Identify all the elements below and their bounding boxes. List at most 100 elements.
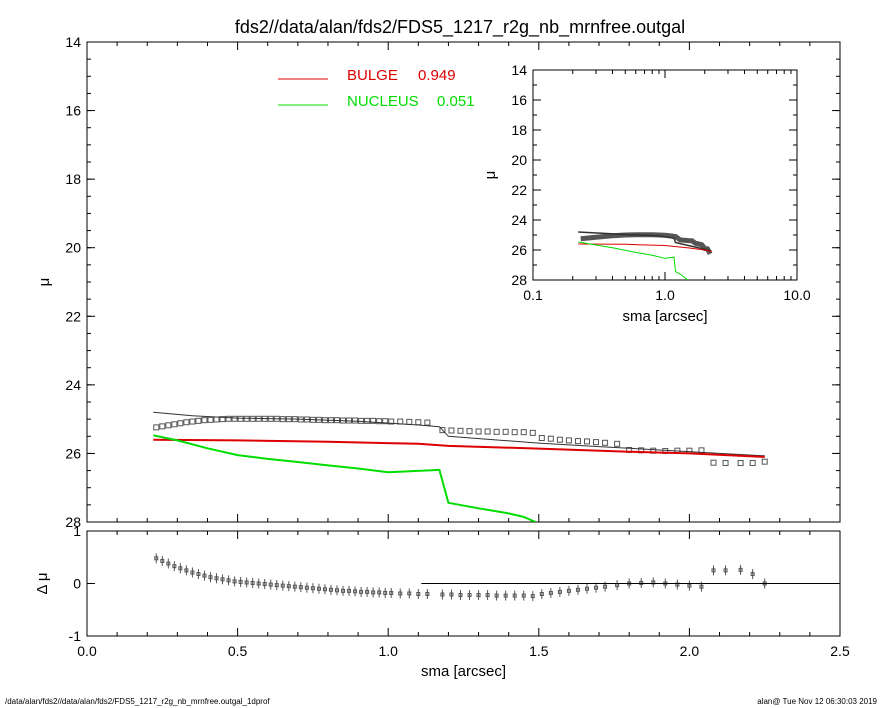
main-data-point [219, 416, 226, 423]
main-nucleus-line [153, 434, 537, 522]
main-data-point [547, 435, 554, 442]
resid-residual-point [738, 567, 743, 572]
resid-residual-point [334, 588, 339, 593]
footer-user-timestamp: alan@ Tue Nov 12 06:30:03 2019 [757, 697, 877, 706]
legend: BULGE 0.949 NUCLEUS 0.051 [278, 67, 475, 110]
main-data-point [457, 427, 464, 434]
legend-nucleus-value: 0.051 [437, 93, 475, 110]
resid-residual-point [377, 590, 382, 595]
resid-residual-point [485, 593, 490, 598]
resid-residual-point [548, 590, 553, 595]
main-data-point [165, 422, 172, 429]
main-data-point [237, 415, 244, 422]
main-data-point [376, 418, 383, 425]
main-data-point [243, 415, 250, 422]
main-data-point [565, 437, 572, 444]
resid-residual-point [154, 556, 159, 561]
inset-ytick-label-2: 18 [511, 122, 527, 138]
inset-model-line [578, 231, 712, 252]
resid-residual-point [347, 588, 352, 593]
main-data-point [583, 438, 590, 445]
resid-residual-point [232, 579, 237, 584]
inset-ytick-label-1: 16 [511, 92, 527, 108]
inset-bulge-line [578, 243, 712, 252]
main-data-point [593, 439, 600, 446]
main-data-point [614, 440, 621, 447]
resid-xtick-label-1: 0.5 [228, 643, 248, 659]
resid-residual-point [268, 582, 273, 587]
resid-residual-point [160, 558, 165, 563]
resid-residual-point [750, 572, 755, 577]
resid-residual-point [407, 591, 412, 596]
resid-residual-point [262, 582, 267, 587]
resid-residual-point [166, 561, 171, 566]
main-ytick-label-4: 22 [65, 308, 81, 324]
resid-residual-point [699, 584, 704, 589]
resid-residual-point [196, 572, 201, 577]
main-data-point [439, 427, 446, 434]
main-data-point [177, 420, 184, 427]
resid-residual-point [389, 590, 394, 595]
main-data-point [207, 416, 214, 423]
resid-residual-point [458, 593, 463, 598]
resid-residual-point [316, 586, 321, 591]
resid-ytick-label-1: 0 [73, 576, 81, 592]
resid-residual-point [304, 585, 309, 590]
legend-bulge-value: 0.949 [418, 67, 456, 84]
main-ytick-label-6: 26 [65, 445, 81, 461]
main-y-axis-label: μ [36, 278, 53, 287]
main-data-point [382, 418, 389, 425]
resid-y-axis-label: Δ μ [34, 572, 51, 594]
main-ytick-label-7: 28 [65, 514, 81, 530]
main-data-point [225, 415, 232, 422]
residual-panel: -1 0 1 0.0 0.5 1.0 1.5 2.0 2.5 sma [arcsec] Δ μ [34, 523, 850, 680]
inset-x-axis-label: sma [arcsec] [622, 308, 707, 325]
inset-ytick-label-6: 26 [511, 242, 527, 258]
resid-residual-point [425, 592, 430, 596]
main-data-point [201, 417, 208, 424]
resid-residual-point [178, 566, 183, 571]
main-model-line [153, 411, 765, 457]
inset-xtick-label-1: 1.0 [655, 287, 675, 303]
main-data-point [189, 418, 196, 425]
resid-residual-point [328, 587, 333, 592]
main-data-point [710, 459, 717, 466]
main-data-point [388, 418, 395, 425]
main-data-point [574, 438, 581, 445]
main-data-point [195, 417, 202, 424]
resid-residual-point [226, 578, 231, 583]
main-data-point [502, 428, 509, 435]
main-series [153, 411, 768, 522]
resid-residual-point [184, 568, 189, 573]
chart-title: fds2//data/alan/fds2/FDS5_1217_r2g_nb_mr… [235, 17, 685, 38]
inset-ytick-label-5: 24 [511, 212, 527, 228]
resid-residual-point [322, 587, 327, 592]
main-data-point [213, 416, 220, 423]
main-data-point [529, 429, 536, 436]
resid-residual-point [575, 587, 580, 592]
inset-ytick-label-4: 22 [511, 182, 527, 198]
main-data-point [448, 427, 455, 434]
main-ytick-label-0: 14 [65, 34, 81, 50]
main-data-point [466, 428, 473, 435]
resid-residual-point [310, 586, 315, 591]
main-data-point [761, 458, 768, 465]
resid-residual-point [238, 579, 243, 584]
main-data-point [415, 419, 422, 426]
resid-residual-point [584, 586, 589, 591]
resid-residual-point [286, 584, 291, 589]
resid-residual-point [440, 592, 445, 597]
footer-filepath: /data/alan/fds2//data/alan/fds2/FDS5_121… [5, 697, 270, 706]
inset-ytick-label-0: 14 [511, 62, 527, 78]
resid-residual-point [208, 575, 213, 580]
main-ytick-label-3: 20 [65, 240, 81, 256]
main-data-point [183, 419, 190, 426]
resid-residual-point [594, 585, 599, 590]
resid-residual-point [503, 593, 508, 598]
resid-xtick-label-3: 1.5 [529, 643, 549, 659]
resid-residual-point [190, 570, 195, 575]
main-data-point [424, 419, 431, 426]
resid-residual-point [353, 589, 358, 594]
resid-ytick-label-0: -1 [69, 628, 82, 644]
legend-bulge-label: BULGE [347, 67, 398, 84]
